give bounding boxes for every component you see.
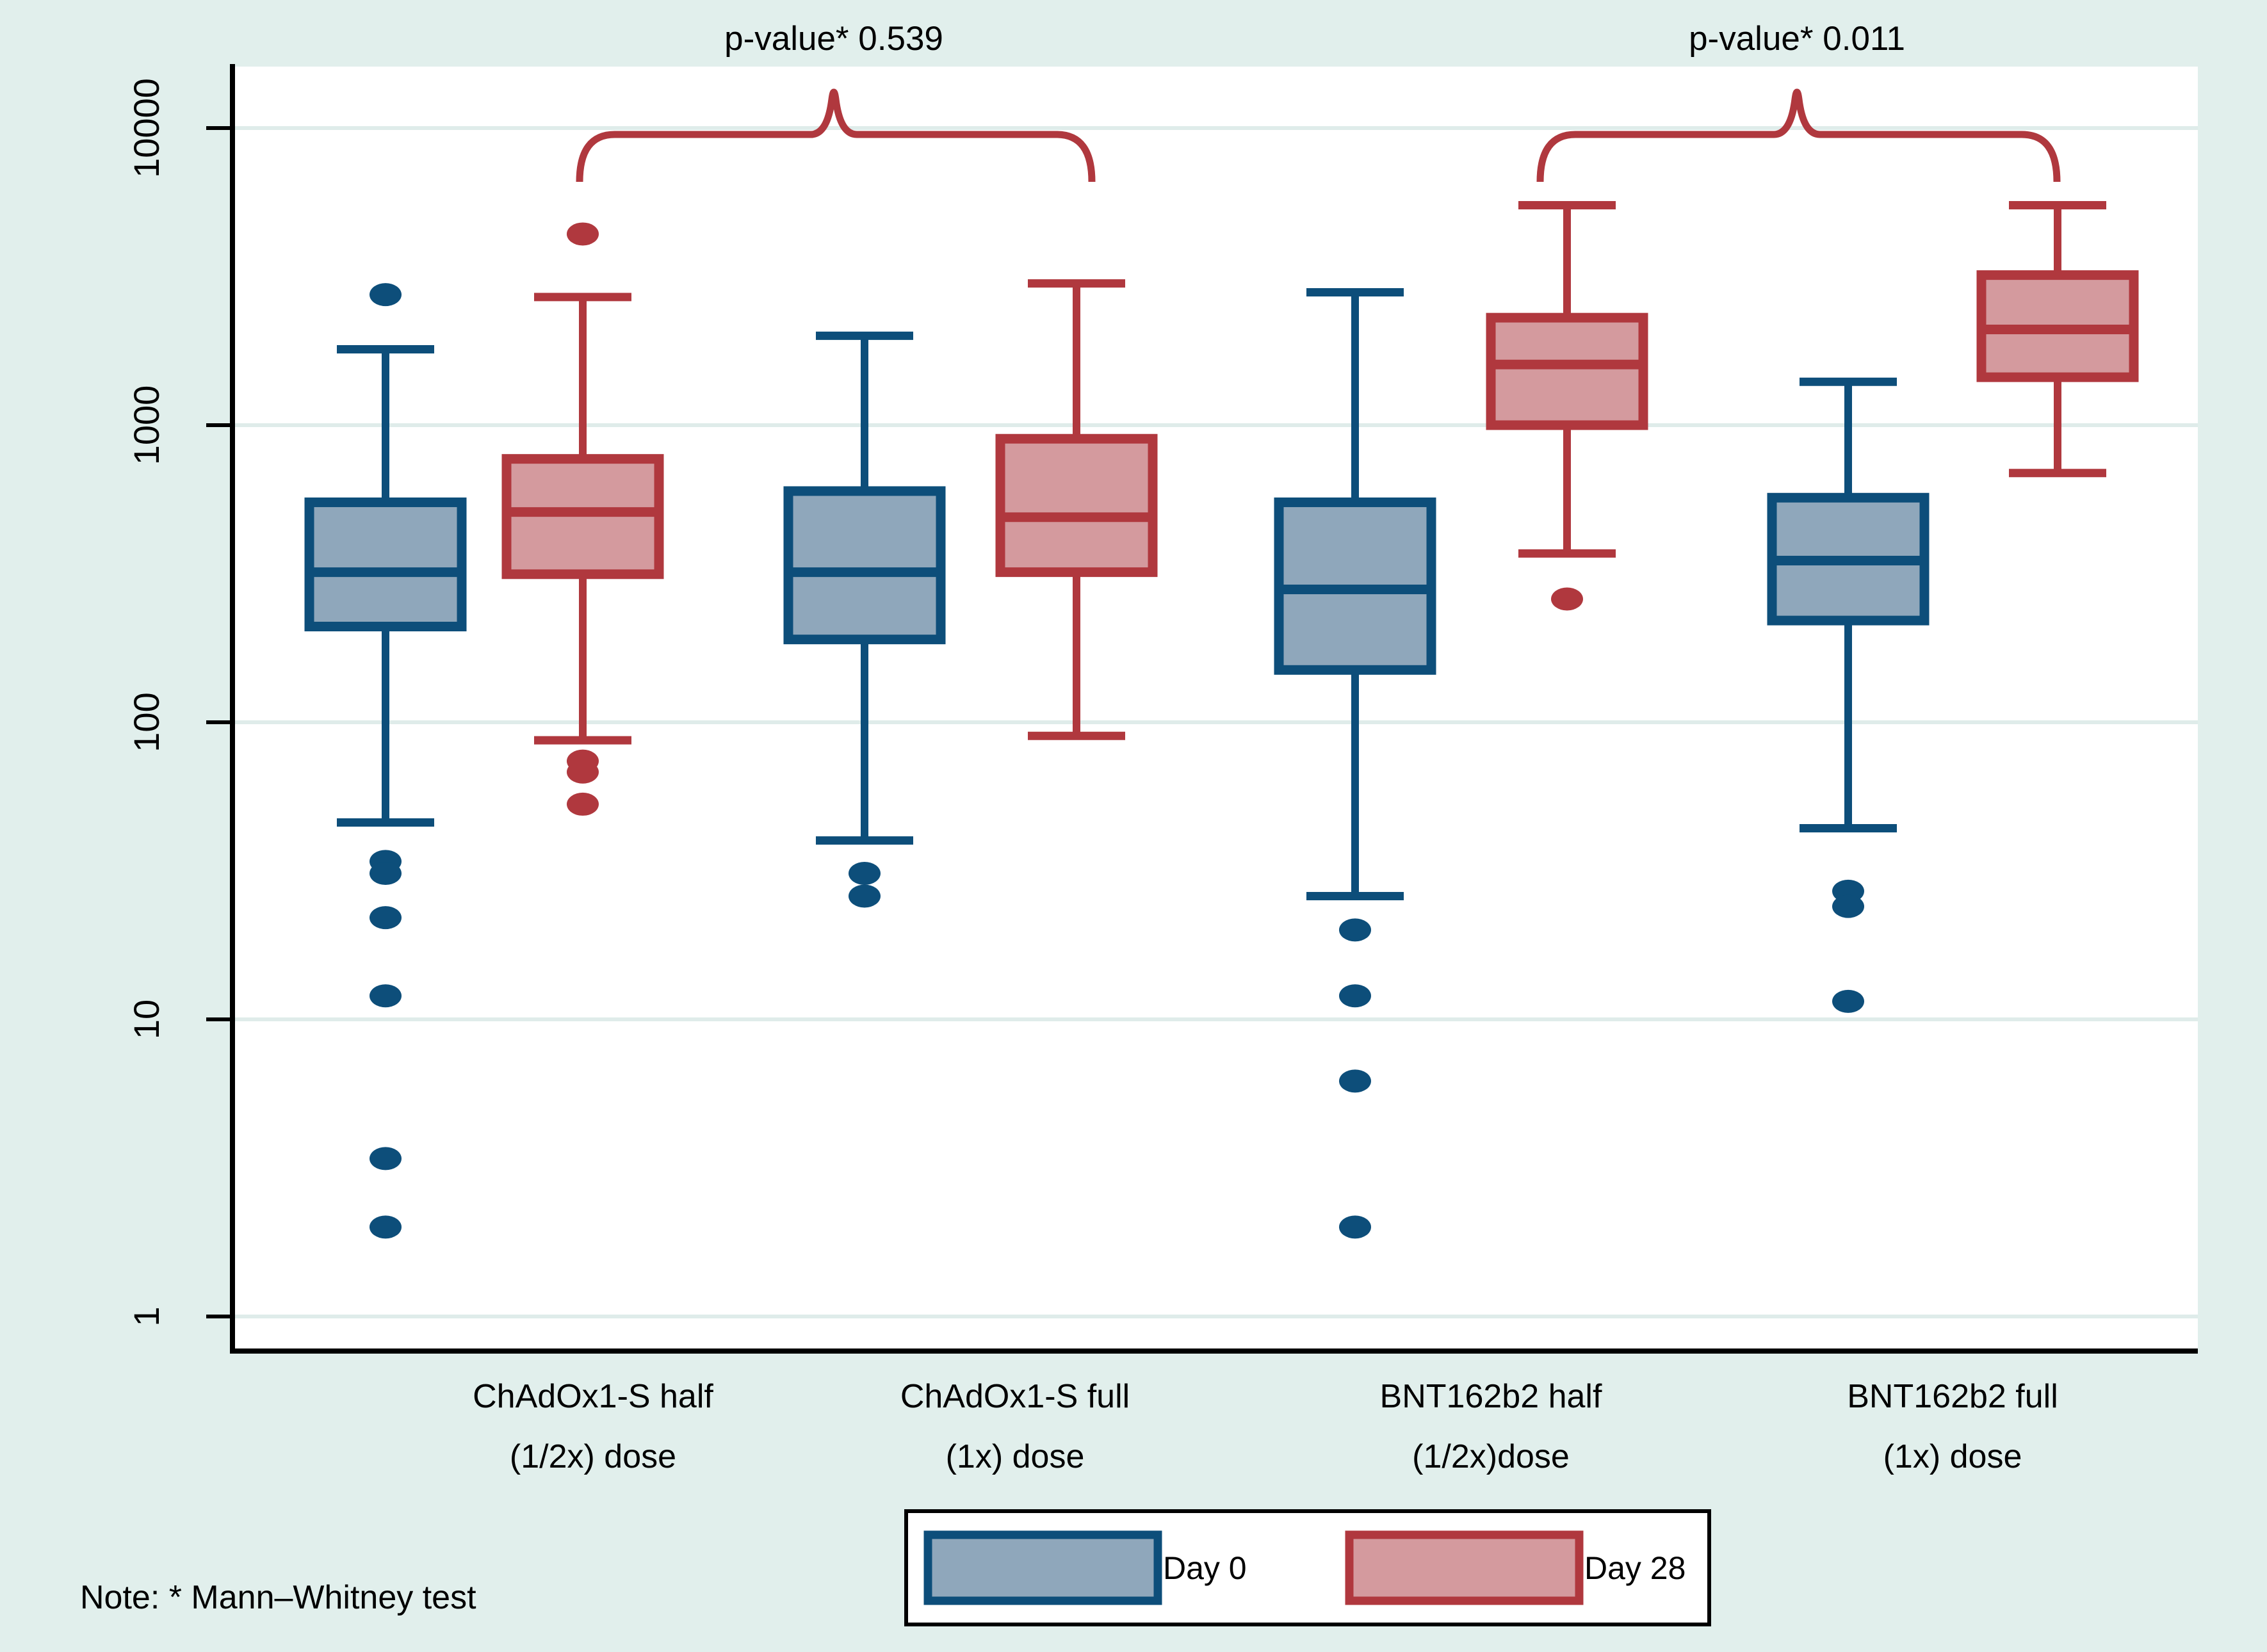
pvalue-bracket-2 [1536,88,2061,182]
x-label-group2-line2: (1x) dose [946,1438,1085,1475]
x-label-group3-line1: BNT162b2 half [1380,1378,1602,1415]
outlier-dot [567,792,599,816]
pvalue-bracket-1 [576,88,1096,182]
iqr-box [304,497,467,631]
outlier-dot [370,984,402,1008]
outlier-dot [370,906,402,930]
box-group2-day28 [995,279,1158,740]
outlier-dot [1339,1215,1371,1239]
outlier-dot [1551,587,1583,611]
outlier-dot [849,862,881,886]
pvalue-label-2: p-value* 0.011 [1689,20,1905,58]
outlier-dot [1832,989,1864,1013]
outlier-dot [849,884,881,908]
outlier-dot [370,283,402,307]
legend-label-day28: Day 28 [1584,1550,1686,1586]
outlier-dot [1339,984,1371,1008]
box-group3-day0 [1274,288,1436,1239]
y-tick-label: 1 [126,1306,167,1326]
box-group1-day0 [304,283,467,1239]
x-label-group1-line2: (1/2x) dose [510,1438,676,1475]
iqr-box [995,433,1158,578]
y-tick-label: 1000 [126,385,167,466]
outlier-dot [370,1147,402,1170]
x-label-group1-line1: ChAdOx1-S half [473,1378,713,1415]
outlier-dot [1339,918,1371,942]
legend: Day 0 Day 28 [904,1509,1711,1626]
y-tick-label: 10 [126,1000,167,1039]
iqr-box [1486,312,1648,430]
box-group3-day28 [1486,200,1648,611]
outlier-dot [567,760,599,784]
plot-area [232,67,2198,1351]
x-label-group3-line2: (1/2x)dose [1412,1438,1570,1475]
box-group4-day0 [1767,377,1930,1013]
box-group1-day28 [501,222,664,816]
x-label-group2-line1: ChAdOx1-S full [900,1378,1130,1415]
x-label-group4-line1: BNT162b2 full [1847,1378,2058,1415]
y-tick-label: 10000 [126,78,167,178]
y-tick-label: 100 [126,692,167,752]
legend-swatch-day28 [1345,1530,1584,1605]
legend-label-day0: Day 0 [1163,1550,1247,1586]
box-group4-day28 [1976,200,2139,478]
pvalue-label-1: p-value* 0.539 [724,20,943,58]
outlier-dot [370,862,402,886]
outlier-dot [1832,895,1864,918]
box-group2-day0 [783,331,946,908]
outlier-dot [1339,1069,1371,1093]
x-label-group4-line2: (1x) dose [1883,1438,2022,1475]
outlier-dot [567,222,599,246]
note-text: Note: * Mann–Whitney test [80,1579,476,1616]
outlier-dot [370,1215,402,1239]
iqr-box [783,486,946,645]
legend-swatch-day0 [923,1530,1162,1605]
